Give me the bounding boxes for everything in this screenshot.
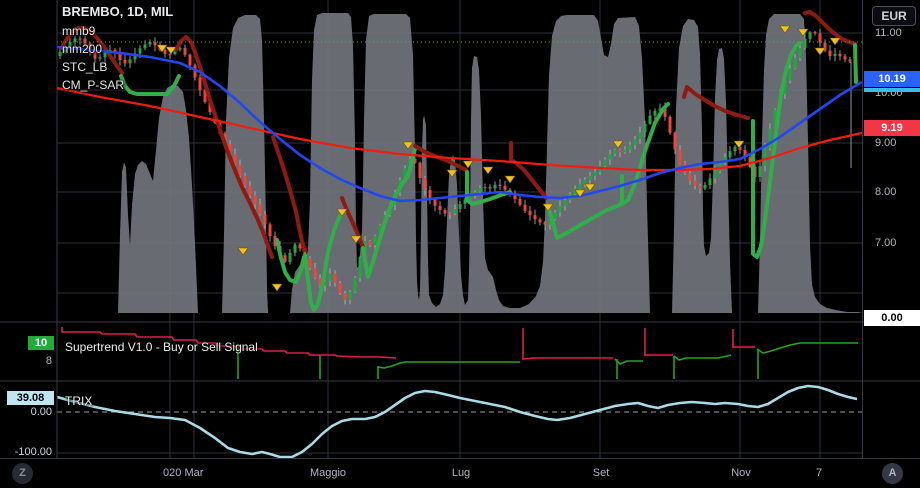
- time-tick-label: Mar: [184, 467, 204, 479]
- price-scale-left[interactable]: 10 8 39.08 0.00 -100.00: [0, 322, 57, 458]
- price-label-strip: [864, 88, 920, 92]
- price-scale-right[interactable]: EUR 11.00 10.00 9.00 8.00 7.00 10.19 9.19 0.00: [862, 0, 920, 458]
- trix-pane: [56, 384, 862, 459]
- supertrend-pane: [61, 327, 858, 379]
- supertrend-value-badge: 10: [28, 336, 54, 350]
- trix-tick-label: 0.00: [30, 406, 52, 418]
- time-tick-label: 7: [815, 467, 823, 479]
- author-avatar-button[interactable]: A: [882, 463, 903, 484]
- trix-value-badge: 39.08: [7, 391, 54, 405]
- time-tick-label: 020: [163, 467, 182, 479]
- currency-badge[interactable]: EUR: [872, 6, 916, 26]
- trix-tick-label: -100.00: [14, 446, 52, 458]
- price-tick-label: 9.00: [875, 137, 897, 149]
- price-label-badge: 10.19: [864, 71, 920, 87]
- timezone-button[interactable]: Z: [12, 463, 33, 484]
- time-tick-label: Maggio: [309, 467, 347, 479]
- ma-red-line: [57, 86, 862, 172]
- time-tick-label: Lug: [451, 467, 471, 479]
- time-scale[interactable]: Z A 020 Mar Maggio Lug Set Nov 7: [0, 458, 920, 488]
- trix-line: [56, 384, 858, 459]
- time-tick-label: Set: [592, 467, 610, 479]
- time-tick-label: Nov: [731, 467, 751, 479]
- sell-signal-markers: [156, 25, 841, 292]
- mm200-line: [57, 45, 862, 203]
- price-label-badge: 9.19: [864, 120, 920, 136]
- price-label-badge: 0.00: [864, 310, 920, 326]
- main-pane: [57, 10, 862, 313]
- price-tick-label: 8.00: [875, 186, 897, 198]
- supertrend-tick-label: 8: [45, 355, 52, 367]
- price-tick-label: 7.00: [875, 237, 897, 249]
- price-tick-label: 11.00: [875, 27, 902, 39]
- psar-line: [60, 10, 858, 312]
